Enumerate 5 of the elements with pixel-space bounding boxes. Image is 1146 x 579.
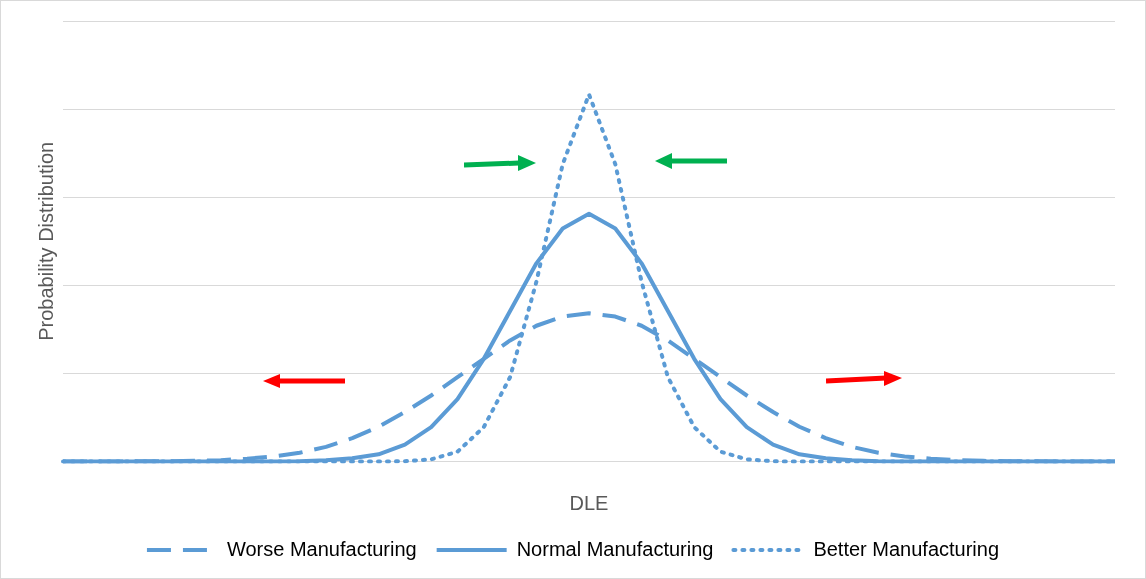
legend-label: Worse Manufacturing <box>226 537 417 560</box>
legend-label: Better Manufacturing <box>813 537 1000 560</box>
legend-label: Normal Manufacturing <box>516 537 714 560</box>
x-axis-title: DLE <box>569 491 609 514</box>
y-axis-title: Probability Distribution <box>34 141 57 341</box>
